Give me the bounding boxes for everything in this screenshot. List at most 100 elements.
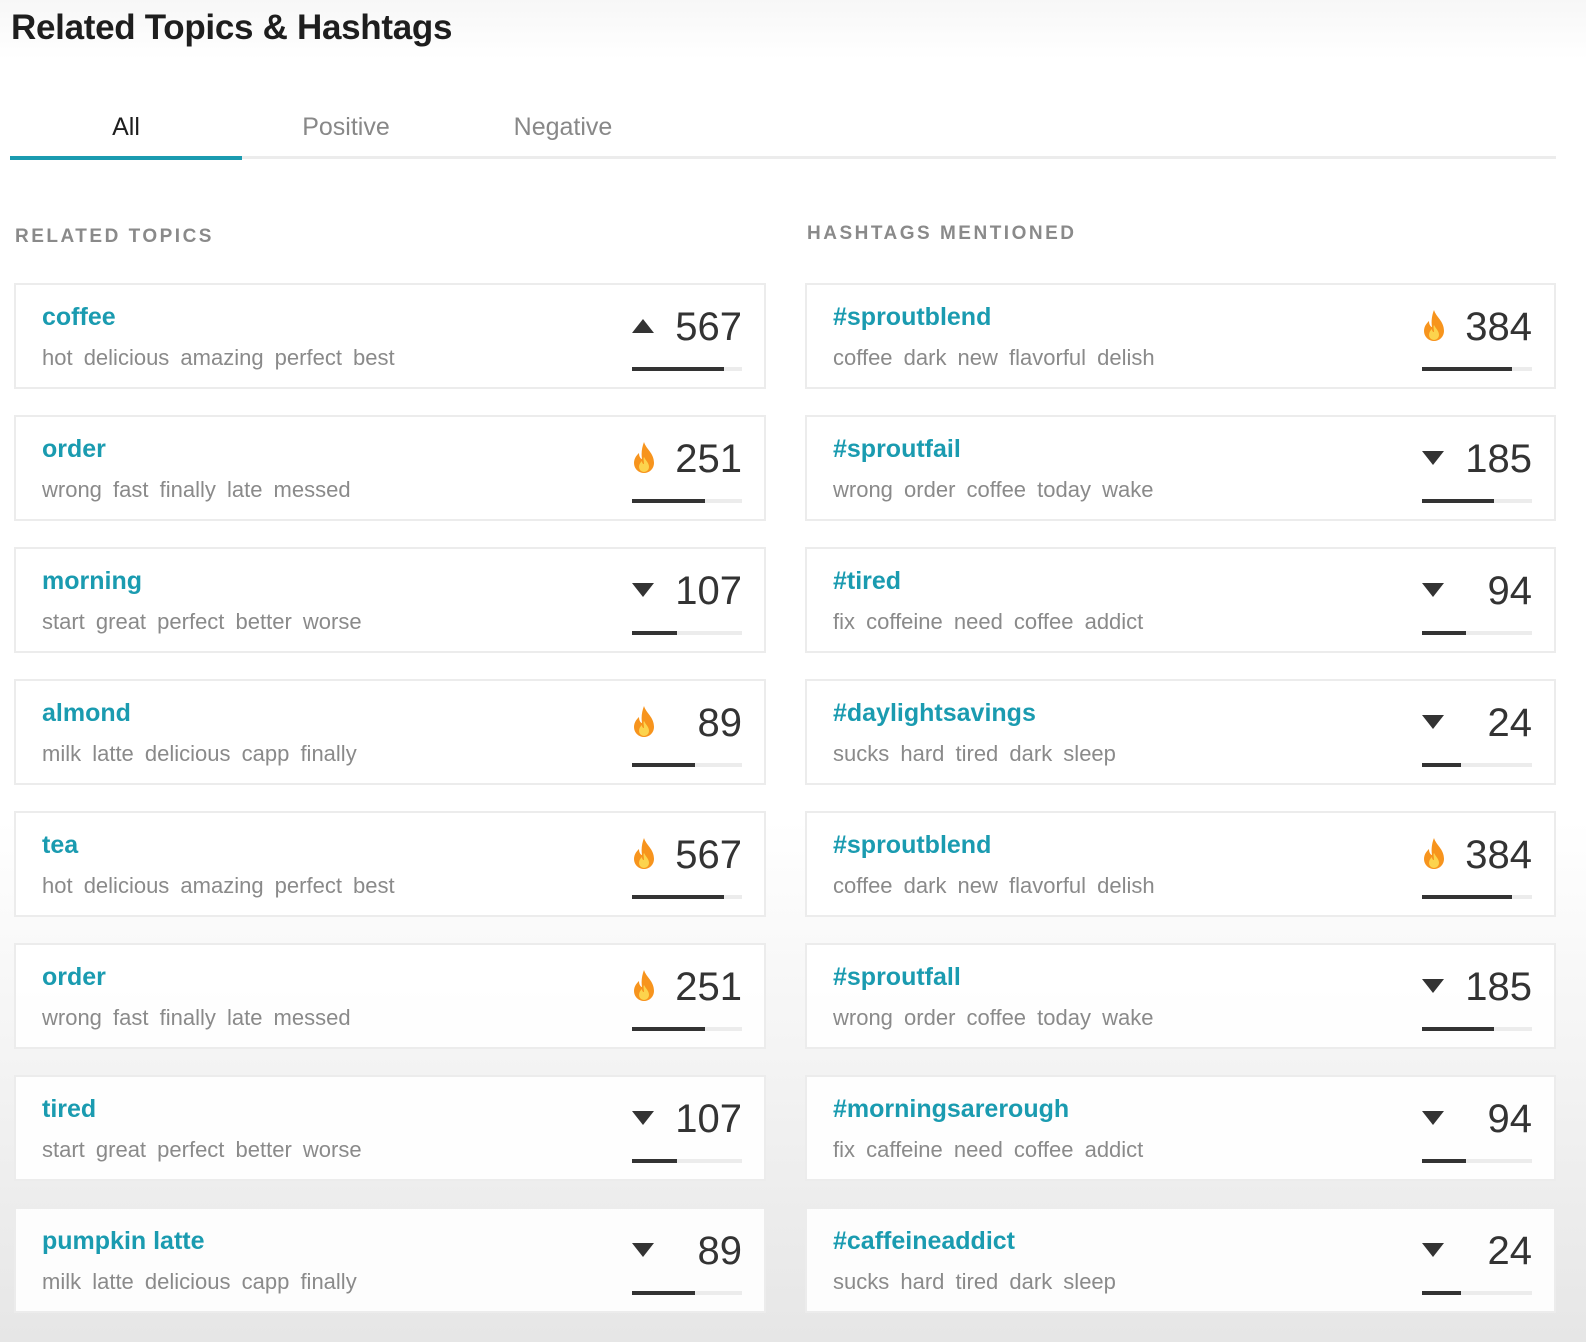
- topic-card[interactable]: pumpkin latte milk latte delicious capp f…: [14, 1207, 766, 1313]
- volume-bar: [1422, 499, 1532, 503]
- item-name[interactable]: tea: [42, 831, 79, 859]
- topic-card[interactable]: morning start great perfect better worse 1…: [14, 547, 766, 653]
- item-keywords: sucks hard tired dark sleep: [833, 1269, 1116, 1294]
- mention-count: 94: [1487, 569, 1533, 613]
- fire-icon: [632, 837, 656, 871]
- volume-bar-fill: [632, 763, 695, 767]
- mention-metric: 94: [1422, 1097, 1532, 1167]
- page-title: Related Topics & Hashtags: [11, 8, 453, 47]
- hashtag-card[interactable]: #tired fix coffeine need coffee addict 94: [805, 547, 1556, 653]
- trend-down-icon: [1422, 583, 1444, 597]
- trend-down-icon: [1422, 715, 1444, 729]
- item-name[interactable]: almond: [42, 699, 131, 727]
- hashtag-card[interactable]: #morningsarerough fix caffeine need coffe…: [805, 1075, 1556, 1181]
- hashtags-list: #sproutblend coffee dark new flavorful de…: [805, 283, 1556, 1339]
- mention-count: 567: [675, 305, 742, 349]
- trend-down-icon: [632, 1111, 654, 1125]
- item-name[interactable]: order: [42, 963, 106, 991]
- mention-metric: 251: [632, 437, 742, 507]
- topic-card[interactable]: almond milk latte delicious capp finally 8…: [14, 679, 766, 785]
- item-keywords: milk latte delicious capp finally: [42, 1269, 357, 1294]
- mention-count: 94: [1487, 1097, 1533, 1141]
- item-keywords: coffee dark new flavorful delish: [833, 345, 1155, 370]
- fire-icon: [1422, 837, 1446, 871]
- item-name[interactable]: coffee: [42, 303, 116, 331]
- item-name[interactable]: #sproutblend: [833, 831, 992, 859]
- mention-count: 24: [1487, 1229, 1533, 1273]
- volume-bar-fill: [632, 1159, 678, 1163]
- volume-bar-fill: [1422, 1027, 1494, 1031]
- hashtag-card[interactable]: #sproutblend coffee dark new flavorful de…: [805, 811, 1556, 917]
- mention-metric: 89: [632, 1229, 742, 1299]
- tab-all[interactable]: All: [10, 104, 242, 160]
- mention-count: 107: [675, 569, 742, 613]
- topic-card[interactable]: order wrong fast finally late messed 251: [14, 415, 766, 521]
- item-keywords: wrong fast finally late messed: [42, 1005, 351, 1030]
- topic-card[interactable]: coffee hot delicious amazing perfect best…: [14, 283, 766, 389]
- topic-card[interactable]: tea hot delicious amazing perfect best 567: [14, 811, 766, 917]
- item-keywords: hot delicious amazing perfect best: [42, 873, 395, 898]
- hashtag-card[interactable]: #caffeineaddict sucks hard tired dark sle…: [805, 1207, 1556, 1313]
- volume-bar-fill: [632, 631, 678, 635]
- item-name[interactable]: morning: [42, 567, 142, 595]
- trend-down-icon: [1422, 1111, 1444, 1125]
- hashtags-heading: HASHTAGS MENTIONED: [807, 223, 1077, 244]
- item-name[interactable]: order: [42, 435, 106, 463]
- item-name[interactable]: #morningsarerough: [833, 1095, 1070, 1123]
- item-name[interactable]: #sproutblend: [833, 303, 992, 331]
- mention-metric: 185: [1422, 965, 1532, 1035]
- item-keywords: milk latte delicious capp finally: [42, 741, 357, 766]
- hashtag-card[interactable]: #sproutfail wrong order coffee today wake…: [805, 415, 1556, 521]
- topic-card[interactable]: tired start great perfect better worse 107: [14, 1075, 766, 1181]
- trend-down-icon: [1422, 979, 1444, 993]
- hashtag-card[interactable]: #sproutblend coffee dark new flavorful de…: [805, 283, 1556, 389]
- mention-metric: 24: [1422, 701, 1532, 771]
- volume-bar-fill: [1422, 1291, 1461, 1295]
- volume-bar: [1422, 895, 1532, 899]
- mention-count: 384: [1465, 305, 1532, 349]
- fire-icon: [632, 441, 656, 475]
- mention-metric: 567: [632, 305, 742, 375]
- item-name[interactable]: pumpkin latte: [42, 1227, 205, 1255]
- mention-count: 89: [697, 1229, 743, 1273]
- volume-bar-fill: [1422, 763, 1461, 767]
- item-keywords: wrong fast finally late messed: [42, 477, 351, 502]
- item-name[interactable]: #daylightsavings: [833, 699, 1036, 727]
- item-keywords: start great perfect better worse: [42, 1137, 362, 1162]
- volume-bar: [632, 895, 742, 899]
- volume-bar-fill: [632, 499, 705, 503]
- mention-metric: 107: [632, 1097, 742, 1167]
- trend-up-icon: [632, 319, 654, 333]
- volume-bar: [632, 1159, 742, 1163]
- mention-metric: 185: [1422, 437, 1532, 507]
- mention-metric: 24: [1422, 1229, 1532, 1299]
- related-topics-heading: RELATED TOPICS: [15, 226, 214, 247]
- mention-count: 89: [697, 701, 743, 745]
- item-name[interactable]: tired: [42, 1095, 97, 1123]
- trend-down-icon: [1422, 1243, 1444, 1257]
- item-name[interactable]: #sproutfall: [833, 963, 961, 991]
- item-keywords: wrong order coffee today wake: [833, 1005, 1154, 1030]
- mention-count: 185: [1465, 437, 1532, 481]
- hashtag-card[interactable]: #sproutfall wrong order coffee today wake…: [805, 943, 1556, 1049]
- tab-negative[interactable]: Negative: [513, 113, 613, 141]
- hashtag-card[interactable]: #daylightsavings sucks hard tired dark sl…: [805, 679, 1556, 785]
- volume-bar: [632, 763, 742, 767]
- volume-bar-fill: [1422, 367, 1513, 371]
- mention-metric: 107: [632, 569, 742, 639]
- item-name[interactable]: #caffeineaddict: [833, 1227, 1016, 1255]
- mention-metric: 567: [632, 833, 742, 903]
- item-name[interactable]: #sproutfail: [833, 435, 961, 463]
- fire-icon: [632, 969, 656, 1003]
- tab-positive[interactable]: Positive: [302, 113, 390, 141]
- item-name[interactable]: #tired: [833, 567, 902, 595]
- item-keywords: fix coffeine need coffee addict: [833, 609, 1144, 634]
- item-keywords: fix caffeine need coffee addict: [833, 1137, 1144, 1162]
- mention-metric: 384: [1422, 833, 1532, 903]
- trend-down-icon: [1422, 451, 1444, 465]
- mention-count: 107: [675, 1097, 742, 1141]
- topic-card[interactable]: order wrong fast finally late messed 251: [14, 943, 766, 1049]
- volume-bar-fill: [1422, 631, 1466, 635]
- mention-metric: 384: [1422, 305, 1532, 375]
- trend-down-icon: [632, 1243, 654, 1257]
